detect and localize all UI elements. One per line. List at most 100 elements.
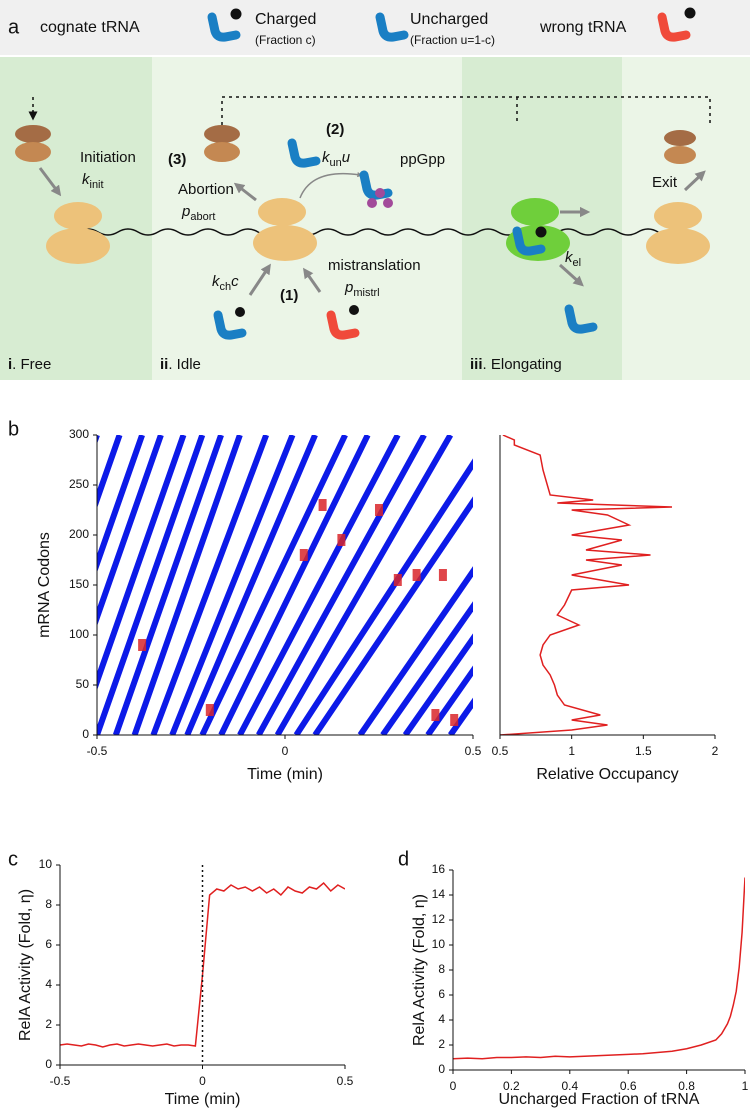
pause-mark xyxy=(375,504,383,516)
label: mistranslation xyxy=(328,257,421,274)
pause-mark xyxy=(205,704,214,716)
x-axis-title: Relative Occupancy xyxy=(536,766,678,783)
y-tick-label: 0 xyxy=(82,727,89,741)
arrow xyxy=(683,170,706,192)
y-tick-label: 4 xyxy=(438,1012,445,1026)
arrow xyxy=(233,182,257,202)
ribosome-trajectory xyxy=(97,435,206,735)
x-tick-label: 0.6 xyxy=(620,1079,637,1093)
rate: pmistrl xyxy=(344,279,380,299)
x-tick-label: 0.5 xyxy=(337,1074,354,1088)
rate: kunu xyxy=(322,149,351,169)
rate: pabort xyxy=(181,203,215,223)
ppgpp-icon xyxy=(367,188,393,208)
legend-text: wrong tRNA xyxy=(539,19,627,36)
pause-mark xyxy=(138,639,147,651)
step: (1) xyxy=(280,287,298,304)
arrow xyxy=(248,263,271,296)
x-tick-label: 1 xyxy=(742,1079,749,1093)
arrow xyxy=(38,167,62,197)
x-tick-label: 2 xyxy=(712,744,719,758)
axis xyxy=(452,870,745,1071)
y-tick-label: 2 xyxy=(438,1037,445,1051)
pause-mark xyxy=(337,534,346,546)
x-tick-label: 0 xyxy=(199,1074,206,1088)
panel-label: b xyxy=(8,418,19,440)
y-tick-label: 300 xyxy=(69,427,89,441)
x-axis-title: Time (min) xyxy=(165,1091,241,1108)
y-tick-label: 8 xyxy=(438,962,445,976)
ribosome-trajectory xyxy=(274,435,454,735)
ribosome-trajectory xyxy=(97,435,123,509)
y-tick-label: 250 xyxy=(69,477,89,491)
legend-text: cognate tRNA xyxy=(40,19,140,36)
legend-text: Charged xyxy=(255,11,316,28)
y-tick-label: 200 xyxy=(69,527,89,541)
pause-mark xyxy=(450,714,459,726)
label: Abortion xyxy=(178,181,234,198)
pause-mark xyxy=(438,569,447,581)
rate: kinit xyxy=(82,171,104,191)
x-tick-label: -0.5 xyxy=(87,744,108,758)
charge-dot xyxy=(349,305,359,315)
ribosome-trajectory xyxy=(97,435,164,627)
legend-text: (Fraction c) xyxy=(255,33,316,47)
ribosome-trajectory xyxy=(425,665,473,735)
label: Exit xyxy=(652,174,678,191)
rate: kel xyxy=(565,249,581,269)
y-tick-label: 150 xyxy=(69,577,89,591)
pause-mark xyxy=(431,709,440,721)
y-axis-title: mRNA Codons xyxy=(36,532,53,638)
label: Initiation xyxy=(80,149,136,166)
ribosome-trajectory xyxy=(97,435,187,691)
panel-label: c xyxy=(8,848,18,870)
axis xyxy=(499,435,715,736)
ribosome-trajectory xyxy=(199,435,348,735)
region-idle xyxy=(152,57,462,380)
y-axis-title: RelA Activity (Fold, η) xyxy=(411,894,428,1046)
legend-text: (Fraction u=1-c) xyxy=(410,33,495,47)
ribosome-trajectory xyxy=(131,435,243,735)
x-tick-label: 0.8 xyxy=(678,1079,695,1093)
recycle-path xyxy=(32,96,711,125)
y-tick-label: 4 xyxy=(45,977,52,991)
legend-strip xyxy=(0,0,750,55)
y-axis-title: RelA Activity (Fold, η) xyxy=(17,889,34,1041)
ribosome-trajectory xyxy=(112,435,224,735)
y-tick-label: 16 xyxy=(432,862,446,876)
ribosome-trajectory xyxy=(402,633,473,735)
arrow xyxy=(299,172,363,199)
x-axis-title: Uncharged Fraction of tRNA xyxy=(499,1091,700,1108)
y-tick-label: 6 xyxy=(438,987,445,1001)
state-label: iii. Elongating xyxy=(470,356,562,373)
label: ppGpp xyxy=(400,151,445,168)
plot-area xyxy=(453,877,745,1060)
y-tick-label: 12 xyxy=(432,912,446,926)
charge-dot xyxy=(235,307,245,317)
panel-label: a xyxy=(8,16,20,38)
free-ribosome xyxy=(15,125,696,164)
x-tick-label: 0.5 xyxy=(492,744,509,758)
plot-area xyxy=(97,435,473,735)
y-tick-label: 10 xyxy=(432,937,446,951)
y-tick-label: 0 xyxy=(45,1057,52,1071)
ribosome-trajectory xyxy=(380,601,473,735)
pause-mark xyxy=(393,574,402,586)
line xyxy=(453,877,745,1060)
y-tick-label: 8 xyxy=(45,897,52,911)
y-tick-label: 0 xyxy=(438,1062,445,1076)
pause-mark xyxy=(412,569,421,581)
x-tick-label: -0.5 xyxy=(50,1074,71,1088)
panel-label: d xyxy=(398,848,409,870)
state-label: ii. Idle xyxy=(160,356,201,373)
x-tick-label: 0.2 xyxy=(503,1079,520,1093)
ribosome-trajectory xyxy=(218,435,371,735)
pause-mark xyxy=(318,499,327,511)
rate: kchc xyxy=(212,273,239,293)
ribosome-trajectory xyxy=(256,435,427,735)
x-tick-label: 0.4 xyxy=(561,1079,578,1093)
ribosome-trajectory xyxy=(237,435,401,735)
y-tick-label: 2 xyxy=(45,1017,52,1031)
ribosome-trajectory xyxy=(150,435,270,735)
